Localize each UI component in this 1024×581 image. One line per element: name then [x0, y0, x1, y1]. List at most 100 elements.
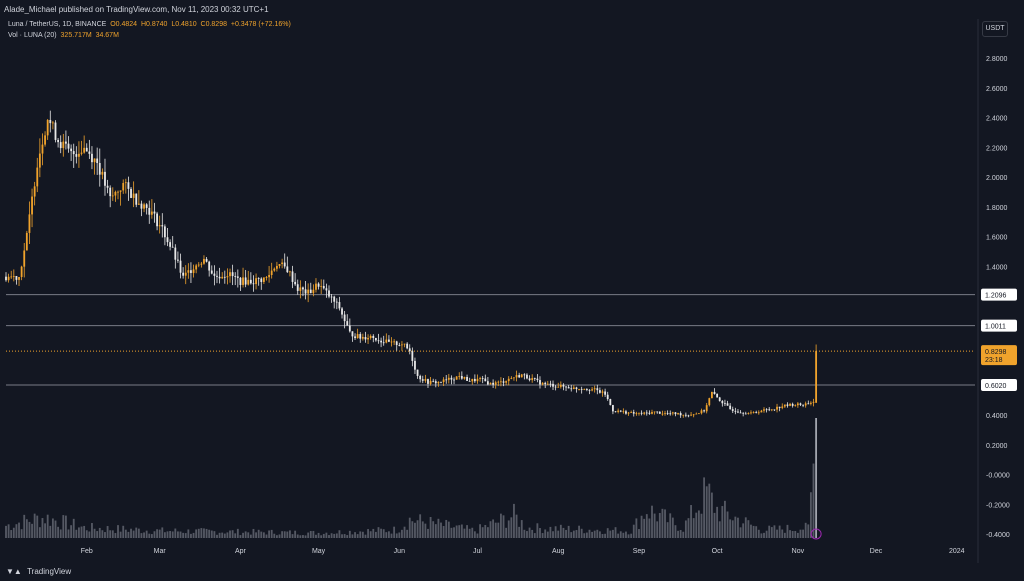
y-tick-label: -0.0000 [986, 473, 1010, 480]
candle-body [46, 119, 49, 136]
candle-body [726, 403, 729, 406]
level-label-bg [981, 288, 1017, 301]
volume-bar [91, 523, 93, 538]
volume-bar [612, 529, 614, 538]
candle-body [598, 390, 601, 393]
candle-body [486, 381, 489, 385]
volume-bar [648, 518, 651, 538]
volume-bar [802, 529, 804, 538]
volume-bar [747, 520, 750, 538]
candle-body [51, 122, 54, 124]
volume-bar [406, 529, 409, 538]
volume-bar [645, 514, 648, 538]
volume-bar [177, 531, 179, 538]
candle-body [750, 412, 752, 414]
volume-bar [174, 528, 177, 538]
volume-bar [54, 520, 57, 538]
candle-body [445, 379, 448, 381]
candle-body [692, 414, 695, 416]
volume-bar [252, 528, 255, 538]
volume-bar [218, 532, 221, 538]
candle-body [591, 389, 594, 391]
volume-bar [455, 525, 458, 538]
candle-body [346, 321, 349, 326]
volume-bar [210, 530, 213, 538]
volume-bar [283, 531, 286, 538]
candle-body [31, 196, 33, 215]
candle-body [54, 122, 57, 140]
volume-bar [682, 531, 685, 538]
candle-body [442, 379, 445, 383]
volume-bar [231, 530, 234, 538]
candle-body [536, 378, 539, 381]
candle-body [585, 388, 588, 390]
volume-bar [268, 530, 271, 538]
volume-bar [372, 528, 375, 538]
candle-body [242, 277, 244, 285]
volume-bar [674, 525, 677, 538]
candle-body [593, 388, 596, 390]
candle-body [367, 337, 369, 340]
candle-body [460, 376, 463, 379]
candle-body [356, 334, 359, 339]
volume-bar [359, 531, 362, 538]
candle-body [85, 147, 88, 152]
volume-bar [539, 528, 541, 538]
volume-bar [401, 529, 403, 538]
legend-vol-label[interactable]: Vol · LUNA (20) [8, 32, 57, 39]
candle-body [104, 171, 106, 186]
candle-body [497, 381, 500, 383]
candle-body [807, 403, 810, 405]
volume-bar [343, 534, 346, 538]
candle-body [312, 289, 315, 294]
candle-body [132, 193, 135, 198]
candle-body [770, 409, 773, 411]
candle-body [763, 409, 765, 411]
volume-bar [742, 523, 745, 538]
volume-bar [221, 532, 224, 538]
volume-bar [247, 532, 250, 538]
volume-bar [700, 513, 703, 538]
volume-bar [114, 533, 117, 538]
candle-body [786, 404, 789, 406]
volume-bar [559, 524, 562, 538]
candle-body [229, 272, 231, 277]
candle-body [122, 183, 125, 191]
candle-body [747, 413, 750, 415]
candle-body [640, 412, 643, 414]
volume-bar [317, 532, 320, 538]
candle-body [372, 335, 375, 338]
volume-bar [244, 531, 247, 538]
volume-bar [609, 530, 612, 538]
candle-body [348, 325, 351, 332]
volume-bar [463, 528, 466, 538]
volume-bar [171, 531, 174, 538]
candle-body [625, 411, 627, 414]
candle-body [38, 153, 41, 168]
candle-body [395, 341, 398, 346]
price-chart[interactable]: 2.8000 2.6000 2.4000 2.2000 2.0000 1.8000 1.60… [0, 19, 1024, 563]
candle-body [799, 403, 802, 405]
volume-bar [249, 534, 252, 538]
volume-bar [101, 530, 104, 538]
candle-body [656, 411, 659, 413]
candle-body [187, 270, 190, 273]
volume-bar [445, 519, 448, 538]
volume-bar [291, 534, 294, 538]
candle-body [494, 382, 497, 385]
legend-symbol[interactable]: Luna / TetherUS, 1D, BINANCE [8, 21, 107, 28]
volume-bar [242, 532, 244, 538]
chart-area[interactable]: 2.8000 2.6000 2.4000 2.2000 2.0000 1.8000 1.60… [0, 19, 1024, 563]
candle-body [520, 374, 523, 378]
candle-body [315, 283, 317, 290]
volume-bar [335, 533, 338, 538]
volume-bar [617, 533, 620, 538]
candle-body [184, 272, 187, 276]
volume-bar [658, 513, 661, 538]
volume-bar [567, 525, 570, 538]
tradingview-logo-icon: ▼▲ [6, 567, 22, 576]
currency-button[interactable]: USDT [982, 21, 1008, 37]
volume-bar [419, 514, 422, 538]
candle-body [325, 288, 328, 291]
y-tick-label: -0.4000 [986, 532, 1010, 539]
